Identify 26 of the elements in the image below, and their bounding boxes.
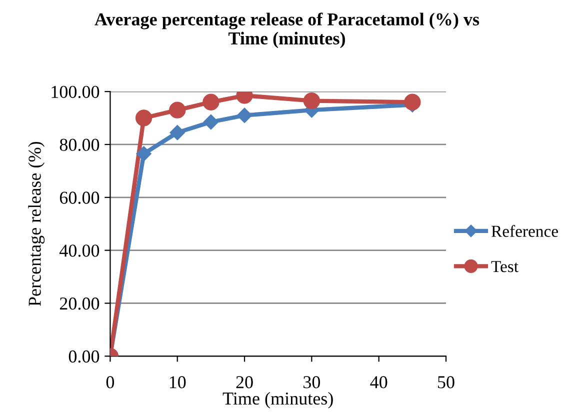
chart-title: Average percentage release of Paracetamol (%) vs Time (minutes) — [94, 12, 480, 48]
legend-label: Reference — [491, 225, 558, 237]
point — [170, 125, 185, 140]
point — [404, 94, 421, 110]
x-tick-label: 40 — [370, 376, 388, 388]
point — [135, 110, 152, 126]
y-tick-label: 0.00 — [68, 350, 100, 363]
x-tick-label: 0 — [106, 376, 114, 388]
legend-label: Test — [491, 261, 518, 272]
point — [136, 146, 152, 162]
y-tick-label: 40.00 — [60, 244, 100, 257]
y-tick-label: 100.00 — [52, 86, 100, 98]
y-tick-label: 80.00 — [60, 138, 100, 151]
y-axis-title: Percentage release (%) — [28, 142, 45, 306]
point — [202, 94, 220, 110]
point — [236, 108, 252, 123]
x-tick-label: 50 — [438, 376, 454, 388]
y-tick-label: 20.00 — [60, 297, 100, 310]
y-tick-label: 60.00 — [60, 192, 100, 204]
point — [303, 92, 320, 110]
x-tick-label: 10 — [170, 376, 186, 388]
point — [169, 102, 186, 118]
x-tick-label: 20 — [236, 376, 253, 388]
x-axis-title: Time (minutes) — [222, 392, 333, 408]
point — [203, 114, 219, 130]
x-tick-label: 30 — [304, 376, 320, 388]
